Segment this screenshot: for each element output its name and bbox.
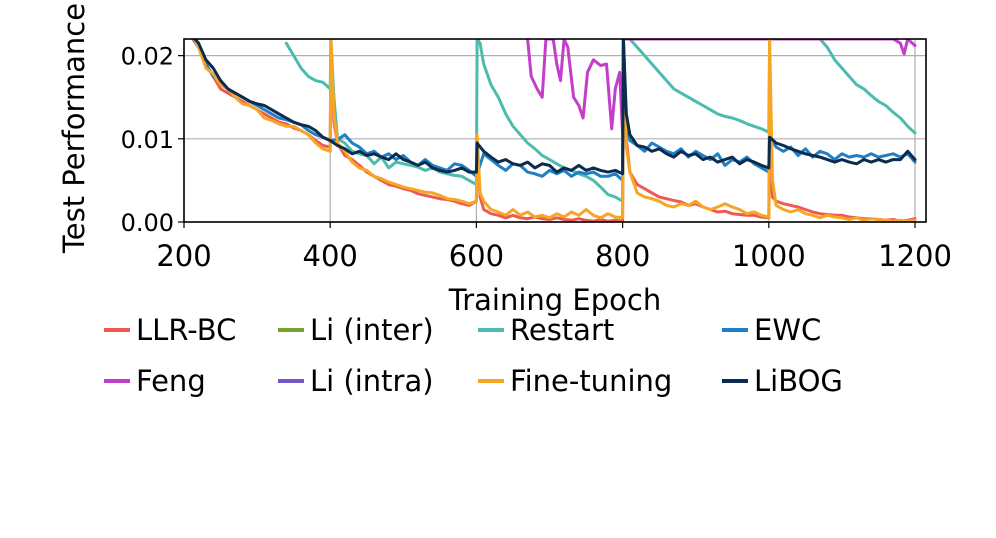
legend-label-ewc: EWC [754,313,821,347]
series-layer [191,39,917,222]
legend-label-llr-bc: LLR-BC [136,313,236,347]
legend-label-feng: Feng [136,364,206,398]
series-line-libog [193,39,917,176]
x-axis-ticks: 200 400 600 800 1000 1200 [156,222,952,273]
y-axis-label: Test Performance [57,3,91,254]
y-tick-label: 0.01 [121,126,174,154]
legend-label-libog: LiBOG [754,364,843,398]
x-axis-label: Training Epoch [448,283,661,317]
x-tick-label: 1000 [732,239,806,273]
legend-label-li-intra: Li (intra) [310,364,434,398]
legend-label-li-inter: Li (inter) [310,313,434,347]
plot-frame [183,38,927,223]
legend-label-restart: Restart [510,313,614,347]
legend-label-fine-tuning: Fine-tuning [510,364,672,398]
grid-lines [183,39,926,223]
series-line-fine-tuning [192,39,917,222]
legend: LLR-BC Li (inter) Restart EWC Feng Li (intra)… [104,313,843,398]
x-tick-label: 800 [595,239,650,273]
series-line-ewc [192,39,917,182]
x-tick-label: 1200 [878,239,952,273]
y-axis-ticks: 0.00 0.01 0.02 [121,43,184,237]
x-tick-label: 400 [303,239,358,273]
x-tick-label: 600 [449,239,504,273]
x-tick-label: 200 [156,239,211,273]
y-tick-label: 0.02 [121,43,174,71]
series-line-llr-bc [191,39,917,222]
series-line-feng [526,39,917,137]
y-tick-label: 0.00 [121,209,174,237]
